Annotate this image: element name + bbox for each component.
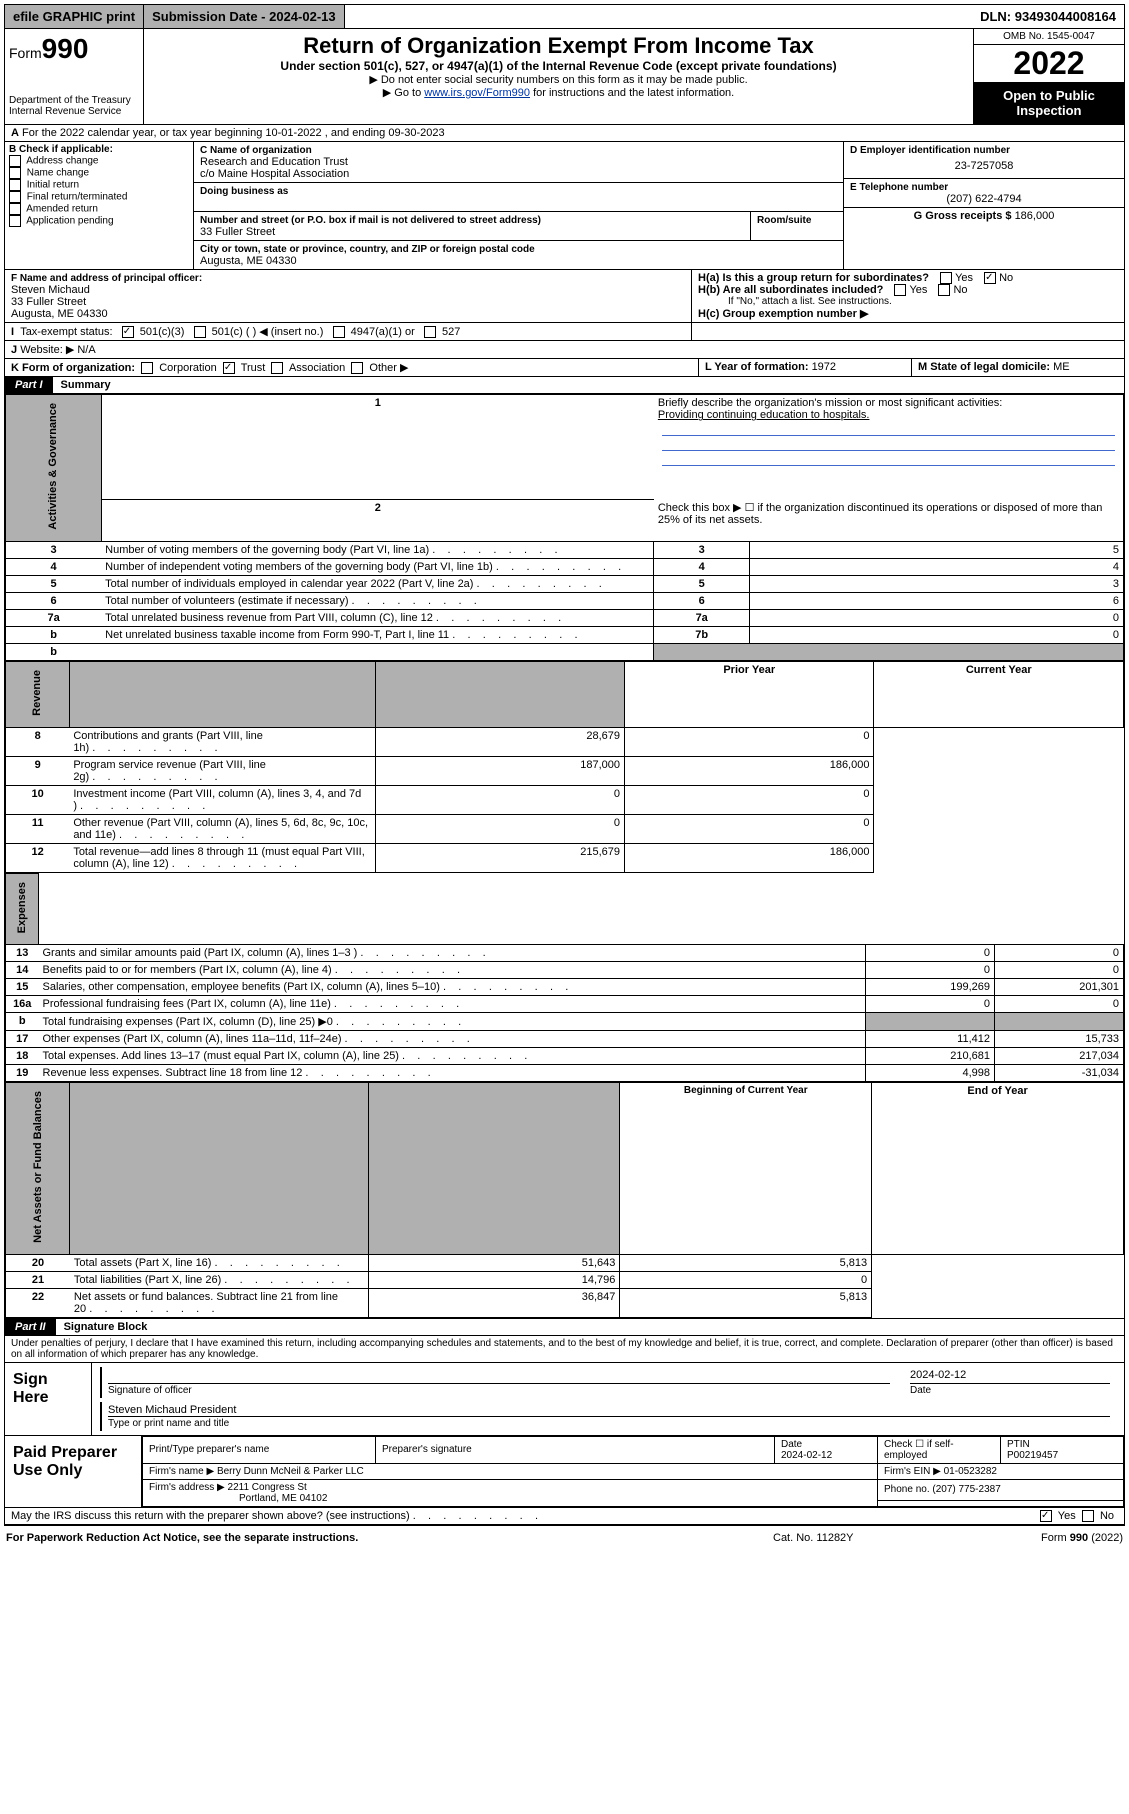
part2-title: Signature Block	[56, 1319, 156, 1335]
penalty: Under penalties of perjury, I declare th…	[5, 1336, 1124, 1363]
officer-name: Steven Michaud	[11, 284, 90, 296]
note-ssn: ▶ Do not enter social security numbers o…	[148, 73, 969, 86]
part1-title: Summary	[53, 377, 119, 393]
h-b: H(b) Are all subordinates included? Yes …	[698, 284, 1118, 296]
org-city: Augusta, ME 04330	[200, 255, 297, 267]
note-link: ▶ Go to www.irs.gov/Form990 for instruct…	[148, 86, 969, 99]
part1-label: Part I	[5, 377, 53, 393]
topbar: efile GRAPHIC print Submission Date - 20…	[5, 5, 1124, 29]
side-rev: Revenue	[31, 664, 43, 722]
h-c: H(c) Group exemption number ▶	[698, 307, 1118, 320]
efile-btn[interactable]: efile GRAPHIC print	[5, 5, 144, 28]
officer-addr2: Augusta, ME 04330	[11, 308, 108, 320]
officer-addr1: 33 Fuller Street	[11, 296, 86, 308]
f-label: F Name and address of principal officer:	[11, 273, 202, 284]
firm-addr: 2211 Congress St	[228, 1482, 307, 1493]
h-a: H(a) Is this a group return for subordin…	[698, 272, 1118, 284]
footer-left: For Paperwork Reduction Act Notice, see …	[6, 1532, 773, 1544]
org-addr: 33 Fuller Street	[200, 226, 275, 238]
firm-name: Berry Dunn McNeil & Parker LLC	[217, 1466, 364, 1477]
box-l: L Year of formation: 1972	[699, 359, 912, 376]
g-label: G Gross receipts $	[914, 210, 1015, 222]
tax-year: 2022	[974, 45, 1124, 82]
box-i: I Tax-exempt status: 501(c)(3) 501(c) ( …	[5, 323, 692, 340]
org-name: Research and Education Trust	[200, 156, 348, 168]
omb: OMB No. 1545-0047	[974, 29, 1124, 45]
e-label: E Telephone number	[850, 182, 948, 193]
form-header: Form990 Department of the Treasury Inter…	[5, 29, 1124, 125]
open-inspection: Open to Public Inspection	[974, 82, 1124, 124]
footer-form: Form 990 (2022)	[973, 1532, 1123, 1544]
sign-date: 2024-02-12	[910, 1369, 1110, 1384]
irs-link[interactable]: www.irs.gov/Form990	[424, 87, 530, 99]
line-a: A For the 2022 calendar year, or tax yea…	[5, 125, 451, 141]
side-gov: Activities & Governance	[47, 397, 59, 536]
d-label: D Employer identification number	[850, 145, 1010, 156]
box-m: M State of legal domicile: ME	[912, 359, 1124, 376]
dba-label: Doing business as	[200, 186, 288, 197]
discuss-q: May the IRS discuss this return with the…	[5, 1508, 1030, 1524]
irs: Internal Revenue Service	[9, 106, 139, 117]
ein: 23-7257058	[850, 156, 1118, 176]
signer-name: Steven Michaud President	[108, 1404, 1110, 1417]
ptin: P00219457	[1007, 1450, 1058, 1461]
box-j: J Website: ▶ N/A	[5, 341, 102, 358]
h-ifno: If "No," attach a list. See instructions…	[698, 296, 1118, 307]
subdate: Submission Date - 2024-02-13	[144, 5, 345, 28]
dept: Department of the Treasury	[9, 95, 139, 106]
box-k: K Form of organization: Corporation Trus…	[5, 359, 699, 376]
side-exp: Expenses	[16, 876, 28, 939]
firm-phone: (207) 775-2387	[932, 1484, 1000, 1495]
part2-label: Part II	[5, 1319, 56, 1335]
mission: Providing continuing education to hospit…	[658, 409, 870, 421]
org-care: c/o Maine Hospital Association	[200, 168, 349, 180]
sign-here: Sign Here	[5, 1363, 92, 1435]
phone: (207) 622-4794	[850, 193, 1118, 205]
paid-preparer: Paid Preparer Use Only	[5, 1436, 142, 1507]
gross-receipts: 186,000	[1015, 210, 1055, 222]
form-subtitle: Under section 501(c), 527, or 4947(a)(1)…	[148, 59, 969, 73]
c-label: C Name of organization	[200, 145, 312, 156]
side-net: Net Assets or Fund Balances	[32, 1085, 44, 1249]
box-b: B Check if applicable: Address change Na…	[5, 142, 194, 269]
dln: DLN: 93493044008164	[972, 5, 1124, 28]
form-title: Return of Organization Exempt From Incom…	[148, 33, 969, 59]
form-number: Form990	[9, 33, 139, 65]
footer-cat: Cat. No. 11282Y	[773, 1532, 973, 1544]
summary-table: Activities & Governance 1 Briefly descri…	[5, 394, 1124, 661]
firm-ein: 01-0523282	[944, 1466, 997, 1477]
